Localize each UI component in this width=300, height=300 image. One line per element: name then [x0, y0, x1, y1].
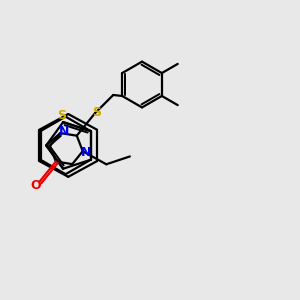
Text: N: N [58, 125, 69, 138]
Text: S: S [57, 109, 66, 122]
Text: N: N [81, 146, 91, 159]
Text: O: O [30, 178, 41, 192]
Text: S: S [92, 106, 101, 118]
